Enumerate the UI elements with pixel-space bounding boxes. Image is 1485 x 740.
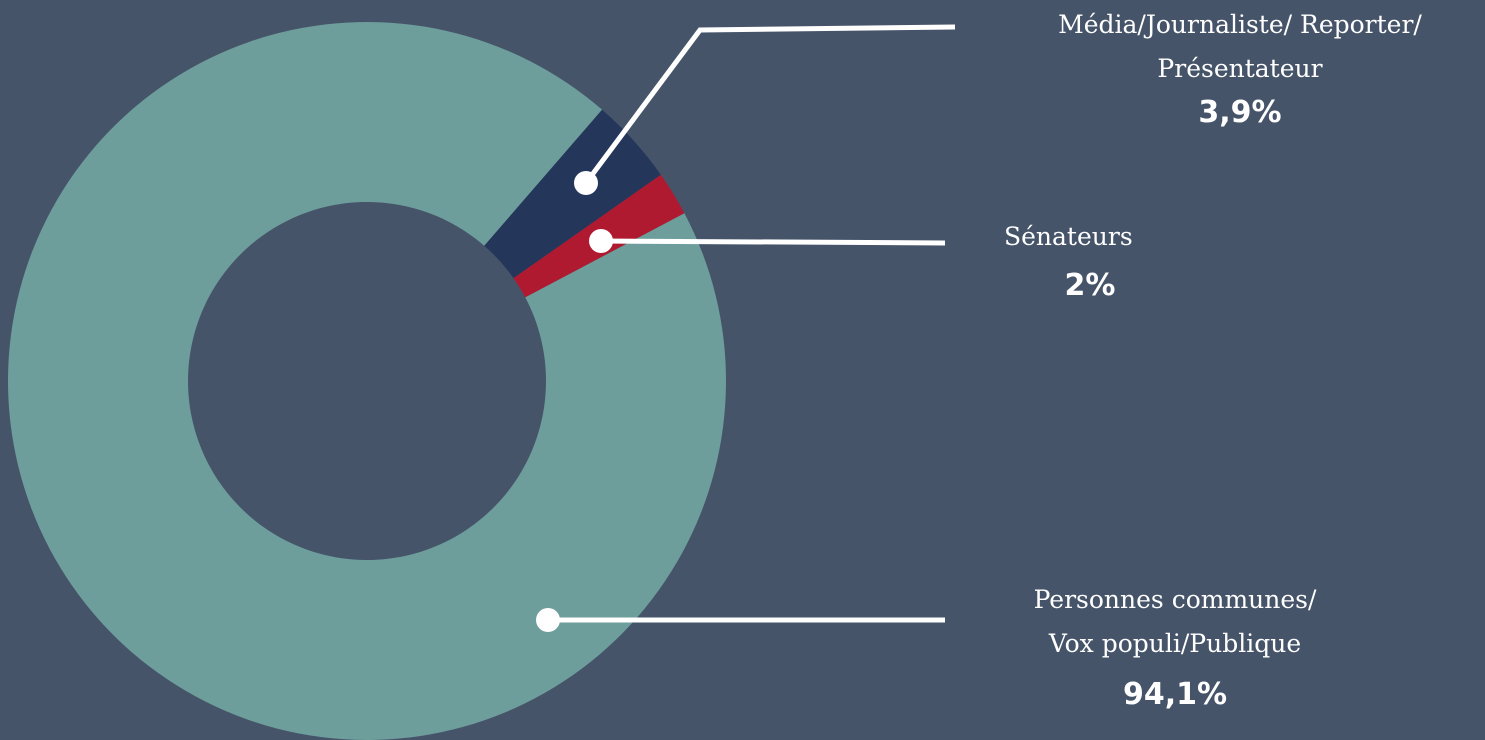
slice [484,109,661,279]
slice [8,22,726,740]
slice-value: 2% [1064,268,1116,303]
leader-line [583,24,956,185]
leader-dot [589,229,613,253]
slices [8,22,726,740]
leader-line [600,238,946,246]
slice-label: Média/Journaliste/ Reporter/ Présentateu… [1058,10,1422,83]
slice-label: Personnes communes/ Vox populi/Publique [1033,585,1317,658]
slice-value: 3,9% [1198,95,1282,130]
leaders [548,24,956,623]
leader-dot [536,608,560,632]
leader-dot [574,171,598,195]
slice-label: Sénateurs [1004,222,1133,251]
dots [536,171,613,632]
slice-value: 94,1% [1122,677,1228,712]
